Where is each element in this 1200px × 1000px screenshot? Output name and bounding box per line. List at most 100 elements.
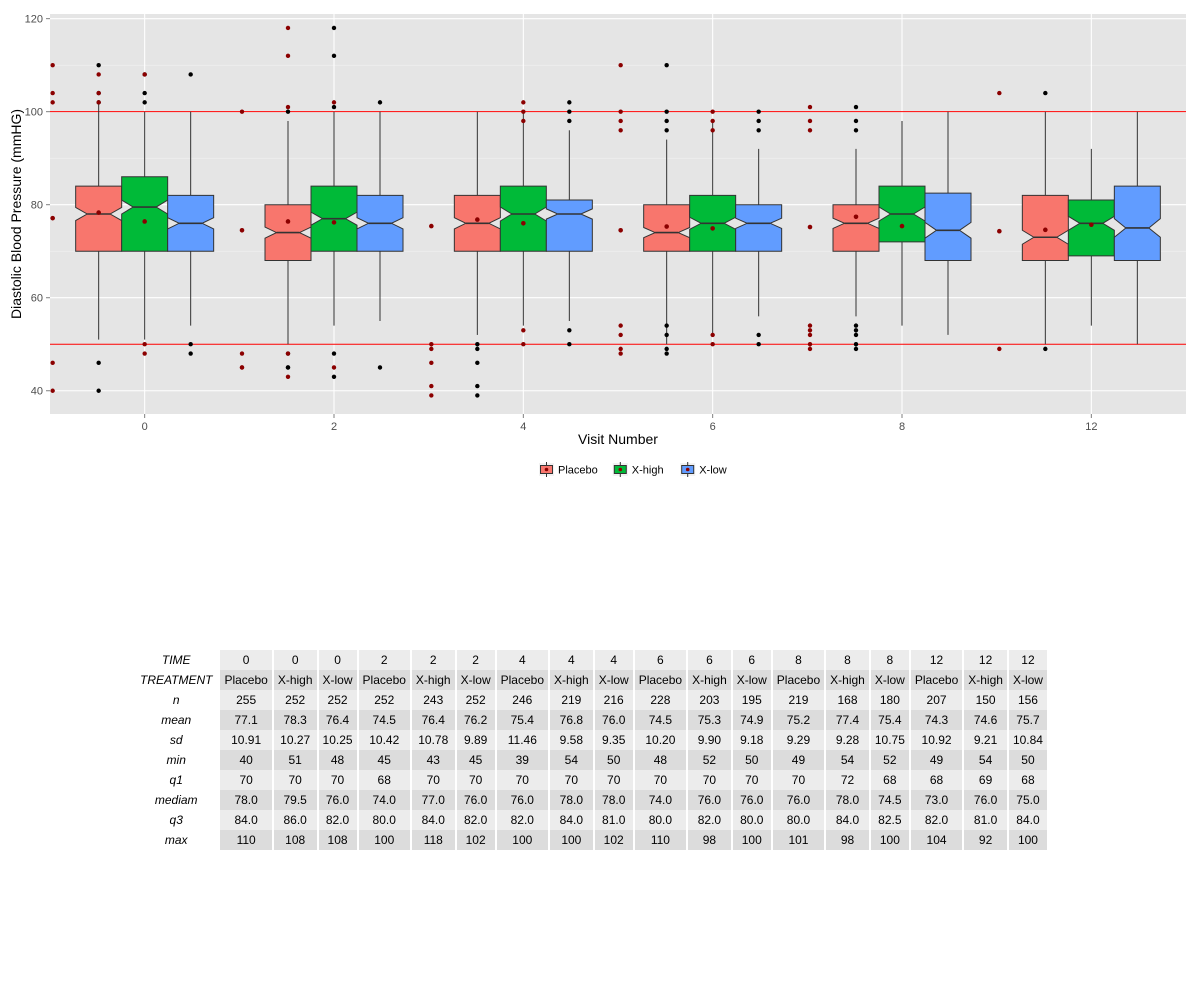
- table-cell: 252: [318, 690, 357, 710]
- table-cell: 78.0: [594, 790, 633, 810]
- table-cell: 98: [688, 830, 731, 850]
- table-cell: X-high: [411, 670, 455, 690]
- table-cell: 68: [1008, 770, 1047, 790]
- table-cell: 77.4: [826, 710, 869, 730]
- outlier-point: [664, 332, 669, 338]
- table-cell: 219: [550, 690, 593, 710]
- outlier-overlay-point: [429, 393, 434, 398]
- box: [1067, 199, 1115, 257]
- table-cell: 76.4: [411, 710, 455, 730]
- table-cell: 252: [273, 690, 317, 710]
- y-axis: 40 60 80 100 120: [25, 14, 50, 398]
- outlier-point: [475, 360, 480, 366]
- table-cell: 77.1: [220, 710, 272, 730]
- table-cell: 70: [318, 770, 357, 790]
- table-cell: 76.0: [318, 790, 357, 810]
- mean-point: [475, 217, 480, 222]
- table-cell: 9.29: [772, 730, 825, 750]
- table-cell: 75.0: [1008, 790, 1047, 810]
- x-tick-label: 6: [710, 421, 716, 433]
- table-cell: 101: [772, 830, 825, 850]
- legend-key-point: [685, 467, 690, 472]
- boxplot-chart: 40 60 80 100 120 0 2 4 6 8 12 Visit Number Diasto…: [8, 14, 1186, 477]
- table-cell: 73.0: [910, 790, 963, 810]
- outlier-point: [664, 351, 669, 356]
- mean-point: [1043, 227, 1048, 233]
- table-cell: 75.4: [870, 710, 909, 730]
- table-cell: 49: [910, 750, 963, 770]
- outlier-point: [567, 342, 572, 347]
- table-cell: 9.89: [456, 730, 495, 750]
- legend-label: X-low: [699, 465, 727, 477]
- outlier-overlay-point: [807, 323, 813, 328]
- y-axis-title: Diastolic Blood Pressure (mmHG): [8, 109, 24, 319]
- table-cell: 102: [456, 830, 495, 850]
- outlier-overlay-point: [285, 25, 291, 31]
- outlier-point: [331, 374, 337, 379]
- table-cell: Placebo: [358, 670, 410, 690]
- outlier-overlay-point: [239, 365, 245, 370]
- outlier-point: [377, 100, 383, 105]
- table-cell: 76.8: [550, 710, 593, 730]
- table-cell: 52: [688, 750, 731, 770]
- outlier-point: [853, 104, 859, 110]
- table-cell: 10.42: [358, 730, 410, 750]
- table-cell: 48: [318, 750, 357, 770]
- outlier-point: [664, 323, 669, 328]
- table-cell: Placebo: [772, 670, 825, 690]
- table-cell: 45: [456, 750, 495, 770]
- table-row: n 255 252 252 252 243 252 246 219 216 228 203 195 219…: [134, 690, 1047, 710]
- outlier-point: [285, 365, 291, 370]
- table-cell: 195: [732, 690, 771, 710]
- table-cell: 0: [318, 650, 357, 670]
- legend-label: Placebo: [558, 465, 598, 477]
- table-cell: 11.46: [496, 730, 548, 750]
- table-cell: 76.0: [456, 790, 495, 810]
- outlier-overlay-point: [710, 109, 715, 114]
- table-cell: 84.0: [411, 810, 455, 830]
- table-cell: 78.0: [220, 790, 272, 810]
- table-cell: 12: [964, 650, 1007, 670]
- table-cell: X-low: [594, 670, 633, 690]
- outlier-overlay-point: [96, 100, 101, 105]
- table-cell: 80.0: [634, 810, 687, 830]
- plot-panel: [50, 14, 1186, 414]
- table-cell: 104: [910, 830, 963, 850]
- table-cell: 0: [273, 650, 317, 670]
- outlier-overlay-point: [997, 90, 1002, 96]
- mean-point: [50, 215, 55, 221]
- outlier-overlay-point: [331, 100, 337, 105]
- x-tick-label: 12: [1085, 421, 1097, 433]
- table-cell: 52: [870, 750, 909, 770]
- mean-point: [710, 226, 715, 231]
- outlier-point: [853, 323, 859, 328]
- outlier-overlay-point: [618, 346, 623, 352]
- table-cell: 9.90: [688, 730, 731, 750]
- box: [832, 204, 880, 252]
- table-cell: 54: [826, 750, 869, 770]
- table-row-label: TREATMENT: [134, 670, 219, 690]
- table-cell: 9.18: [732, 730, 771, 750]
- mean-point: [853, 214, 859, 220]
- mean-point: [664, 224, 669, 229]
- outlier-overlay-point: [285, 104, 291, 110]
- table-row-label: q1: [134, 770, 219, 790]
- outlier-overlay-point: [429, 383, 434, 389]
- y-tick-label: 40: [31, 386, 43, 398]
- table-cell: 246: [496, 690, 548, 710]
- box: [75, 185, 123, 252]
- table-cell: 70: [411, 770, 455, 790]
- table-row: q3 84.0 86.0 82.0 80.0 84.0 82.0 82.0 84.0 81.0 80…: [134, 810, 1047, 830]
- box: [545, 199, 593, 252]
- outlier-overlay-point: [710, 118, 715, 124]
- table-cell: 110: [634, 830, 687, 850]
- table-cell: 180: [870, 690, 909, 710]
- outlier-overlay-point: [239, 109, 245, 114]
- table-cell: 207: [910, 690, 963, 710]
- table-cell: 82.0: [318, 810, 357, 830]
- outlier-overlay-point: [521, 118, 526, 124]
- outlier-point: [1043, 346, 1048, 352]
- table-row: TIME 0 0 0 2 2 2 4 4 4 6 6 6 8 8 8 12 12 12: [134, 650, 1047, 670]
- table-row: mean 77.1 78.3 76.4 74.5 76.4 76.2 75.4 76.8 76.0…: [134, 710, 1047, 730]
- table-cell: 68: [870, 770, 909, 790]
